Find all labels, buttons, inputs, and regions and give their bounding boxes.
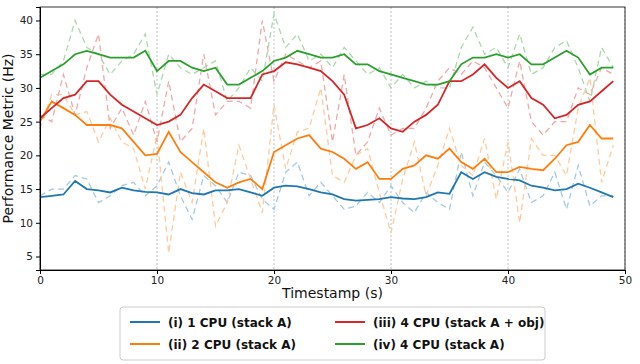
tick: 20 [20,149,40,161]
tick-label: 40 [20,14,33,26]
axis-line [41,271,626,275]
tick-label: 20 [268,274,281,286]
tick-mark [625,270,626,274]
tick: 10 [20,217,40,229]
tick-mark [508,270,509,274]
grid-line [508,7,509,270]
tick: 5 [26,250,40,262]
tick-mark [36,155,40,156]
tick: 15 [20,183,40,195]
y-axis: 5 10 15 20 25 30 35 40 [20,8,41,271]
tick-label: 40 [502,274,515,286]
series-line [40,20,613,155]
tick: 50 [619,270,632,286]
tick-mark [36,54,40,55]
tick-mark [36,189,40,190]
series-line [40,101,613,189]
legend-swatch [130,343,160,345]
tick-label: 0 [37,274,44,286]
legend-label: (iii) 4 CPU (stack A + obj) [373,316,544,330]
plot-frame [40,7,625,270]
tick-label: 30 [20,82,33,94]
x-axis: 0 10 20 30 40 50 [37,270,632,286]
legend-label: (iv) 4 CPU (stack A) [373,338,505,352]
legend-label: (ii) 2 CPU (stack A) [168,338,296,352]
tick-label: 30 [385,274,398,286]
tick-label: 10 [20,217,33,229]
tick-mark [274,270,275,274]
tick: 20 [268,270,281,286]
tick-mark [36,88,40,89]
plot: 0 10 20 30 40 50 5 10 15 20 25 30 35 40 [20,7,633,286]
tick: 40 [20,14,40,26]
x-axis-title: Timestamp (s) [281,285,383,301]
y-axis-title: Performance Metric (Hz) [0,54,16,224]
series-line [40,14,613,102]
series-line [40,172,613,200]
series-line [40,78,613,253]
legend-label: (i) 1 CPU (stack A) [168,316,292,330]
chart: 0 10 20 30 40 50 5 10 15 20 25 30 35 40 Timestamp (s) P… [0,0,640,364]
tick: 25 [20,116,40,128]
tick-label: 5 [26,250,33,262]
tick: 30 [20,82,40,94]
tick-mark [36,257,40,258]
legend: (i) 1 CPU (stack A) (ii) 2 CPU (stack A) (… [120,307,545,360]
tick-mark [391,270,392,274]
tick-mark [157,270,158,274]
tick-mark [36,122,40,123]
legend-swatch [130,321,160,323]
grid-line [274,7,275,270]
legend-swatch [335,343,365,345]
tick: 40 [502,270,515,286]
legend-box [120,307,545,360]
tick: 0 [37,270,44,286]
tick: 10 [151,270,164,286]
grid [40,7,625,270]
tick-mark [36,223,40,224]
tick-label: 15 [20,183,33,195]
tick-label: 10 [151,274,164,286]
series-line [40,51,613,85]
legend-swatch [335,321,365,323]
series-line [40,152,613,219]
tick: 35 [20,48,40,60]
axis-line [36,8,41,271]
tick-label: 20 [20,149,33,161]
tick-label: 25 [20,116,33,128]
series-line [40,62,613,131]
tick: 30 [385,270,398,286]
tick-label: 50 [619,274,632,286]
tick-mark [36,20,40,21]
lines [40,14,613,253]
tick-label: 35 [20,48,33,60]
